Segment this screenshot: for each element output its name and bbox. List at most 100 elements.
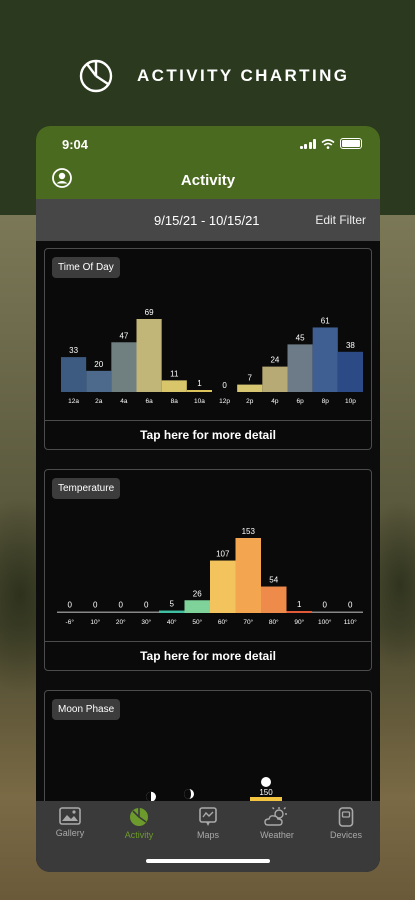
bar-value-label: 0 <box>348 601 353 610</box>
bar-9 <box>286 611 312 613</box>
bar-10 <box>312 611 338 613</box>
tick-label: 10a <box>194 398 205 405</box>
tick-label: 4p <box>271 398 279 405</box>
bar-10 <box>312 327 338 392</box>
hero-title: ACTIVITY CHARTING <box>137 66 350 85</box>
bar-0 <box>57 611 83 613</box>
bar-value-label: 38 <box>346 341 355 350</box>
filter-bar: 9/15/21 - 10/15/21 Edit Filter <box>36 199 380 241</box>
temperature-tag: Temperature <box>52 478 121 499</box>
bar-value-label: 153 <box>242 527 256 536</box>
time-of-day-detail-button[interactable]: Tap here for more detail <box>45 420 371 449</box>
time-of-day-card: Time Of Day 33 12a 20 2a 47 4a 69 6a 11 8a 1 10a 0 12… <box>44 248 372 450</box>
bar-8 <box>261 586 287 613</box>
gallery-icon <box>59 807 81 825</box>
bar-value-label: 33 <box>69 346 78 355</box>
bar-11 <box>337 611 363 613</box>
app-title: Activity <box>180 172 236 189</box>
bar-value-label: 0 <box>144 601 149 610</box>
tick-label: 10p <box>345 398 356 405</box>
tick-label: 8a <box>171 398 179 405</box>
tick-label: 6p <box>296 398 304 405</box>
bar-value-label: 26 <box>193 589 202 598</box>
tick-label: 2p <box>246 398 254 405</box>
tab-devices-label: Devices <box>329 830 362 840</box>
tick-label: -6° <box>66 618 75 626</box>
tick-label: 50° <box>192 618 202 626</box>
activity-icon <box>130 808 148 826</box>
temperature-card: Temperature 0 -6° 0 10° 0 20° 0 30° 5 40° 26 50° 107… <box>44 469 372 671</box>
status-icons <box>299 138 362 149</box>
tick-label: 30° <box>141 618 151 626</box>
maps-icon <box>199 807 217 826</box>
moon-phase-icon <box>184 789 194 800</box>
bar-value-label: 0 <box>119 601 124 610</box>
bar-6 <box>210 560 236 613</box>
bar-value-label: 1 <box>197 379 202 388</box>
bar-9 <box>287 344 313 392</box>
temperature-chart: 0 -6° 0 10° 0 20° 0 30° 5 40° 26 50° 107 60° 153 70° 54 8… <box>57 527 363 626</box>
weather-icon <box>264 807 287 826</box>
date-range: 9/15/21 - 10/15/21 <box>154 213 260 228</box>
tab-maps[interactable]: Maps <box>174 807 242 840</box>
tick-label: 12a <box>68 398 79 405</box>
tab-weather-label: Weather <box>260 830 294 840</box>
bar-8 <box>262 366 288 392</box>
bar-value-label: 61 <box>321 316 330 325</box>
moon-phase-icon <box>146 791 156 802</box>
bar-value-label: 0 <box>323 601 328 610</box>
bar-5 <box>184 600 210 613</box>
bar-value-label: 45 <box>296 333 305 342</box>
tick-label: 40° <box>167 618 177 626</box>
bar-11 <box>337 351 363 392</box>
tab-gallery[interactable]: Gallery <box>36 807 104 838</box>
tick-label: 12p <box>219 398 230 405</box>
battery-icon <box>340 138 362 149</box>
tick-label: 4a <box>120 398 128 405</box>
bar-7 <box>237 384 263 392</box>
tab-gallery-label: Gallery <box>55 828 85 838</box>
tick-label: 100° <box>318 618 332 626</box>
moon-phase-tag: Moon Phase <box>52 699 121 720</box>
time-of-day-tag: Time Of Day <box>52 257 120 278</box>
bar-1 <box>86 370 112 392</box>
bar-value-label: 54 <box>269 576 278 585</box>
status-bar: 9:04 <box>36 126 380 160</box>
bar-value-label: 11 <box>170 369 179 378</box>
tick-label: 6a <box>145 398 153 405</box>
tab-activity[interactable]: Activity <box>105 807 173 840</box>
bar-value-label: 0 <box>68 601 73 610</box>
bar-value-label: 7 <box>248 374 253 383</box>
tab-devices[interactable]: Devices <box>312 807 380 840</box>
profile-icon[interactable] <box>52 168 72 188</box>
bar-value-label: 47 <box>119 331 128 340</box>
bar-5 <box>186 390 212 392</box>
bar-value-label: 24 <box>270 356 279 365</box>
tick-label: 70° <box>243 618 253 626</box>
tick-label: 80° <box>269 618 279 626</box>
bar-value-label: 5 <box>170 600 175 609</box>
moon-phase-icon <box>261 777 271 787</box>
bar-0 <box>61 357 87 392</box>
wifi-icon <box>321 138 335 149</box>
bar-value-label: 1 <box>297 600 302 609</box>
bar-1 <box>82 611 108 613</box>
tick-label: 110° <box>344 618 357 626</box>
bar-2 <box>108 611 134 613</box>
bar-3 <box>136 319 162 392</box>
bar-7 <box>235 538 261 613</box>
bar-4 <box>161 380 187 392</box>
tab-weather[interactable]: Weather <box>243 807 311 840</box>
time-of-day-chart: 33 12a 20 2a 47 4a 69 6a 11 8a 1 10a 0 12p 7 2p 24 4p 45 6p… <box>61 308 363 405</box>
edit-filter-button[interactable]: Edit Filter <box>315 213 366 227</box>
tab-activity-label: Activity <box>124 830 154 840</box>
bar-4 <box>159 610 185 613</box>
devices-icon <box>338 807 354 827</box>
bar-value-label: 150 <box>259 788 273 797</box>
tick-label: 2a <box>95 398 103 405</box>
bar-value-label: 0 <box>93 601 98 610</box>
tick-label: 8p <box>322 398 330 405</box>
app-bar: 9:04 Activity <box>36 126 380 199</box>
status-time: 9:04 <box>62 137 89 152</box>
temperature-detail-button[interactable]: Tap here for more detail <box>45 641 371 670</box>
